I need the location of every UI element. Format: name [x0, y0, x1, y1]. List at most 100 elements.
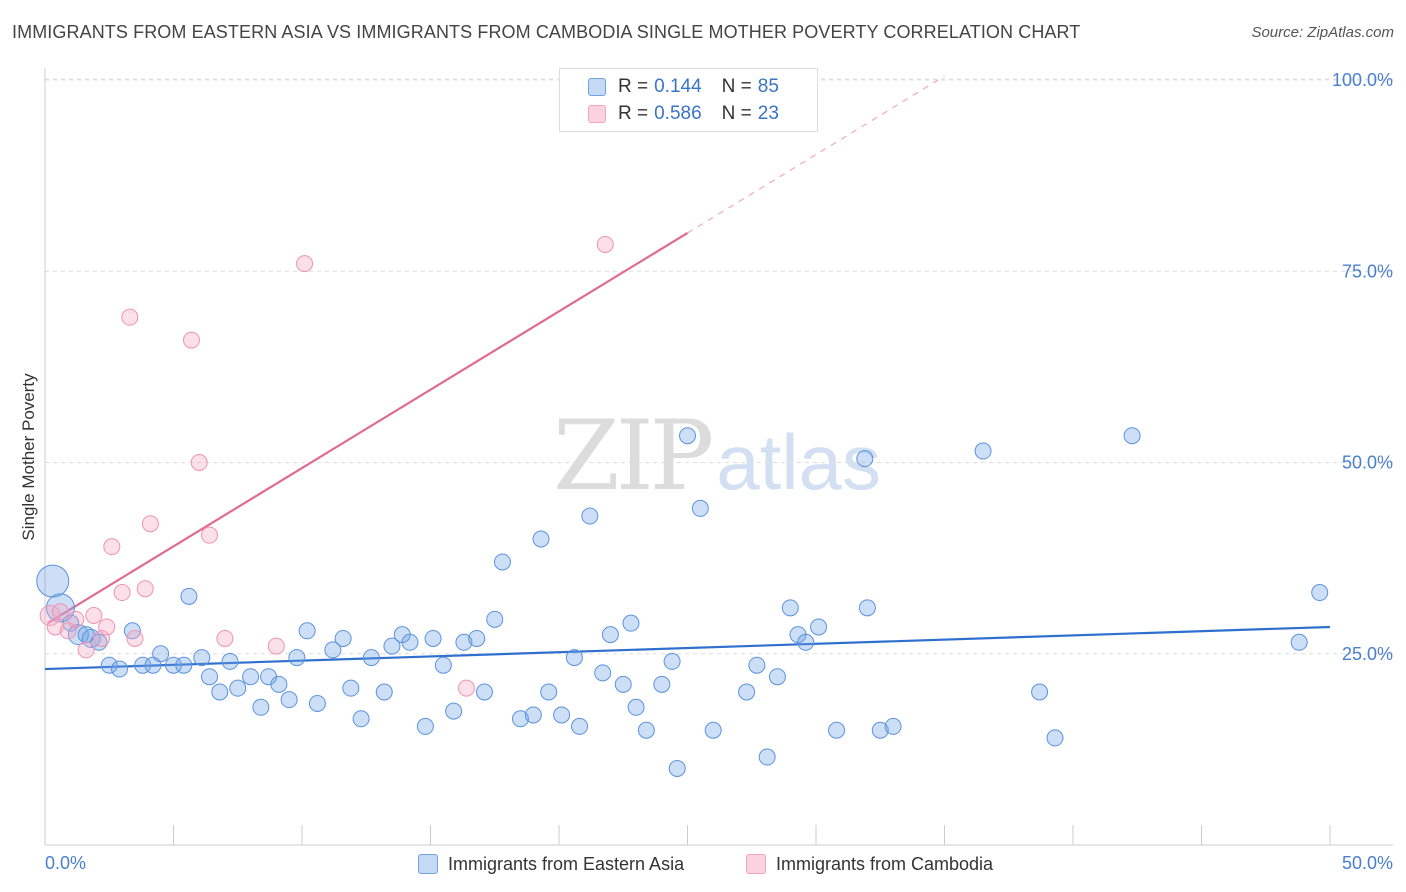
eastern-asia-point — [1290, 633, 1308, 651]
cambodia-point — [136, 580, 154, 598]
eastern-asia-point — [375, 683, 393, 701]
eastern-asia-point — [280, 691, 298, 709]
eastern-asia-point — [180, 587, 198, 605]
cambodia-point — [113, 584, 131, 602]
eastern-asia-point — [871, 721, 889, 739]
eastern-asia-point — [668, 760, 686, 777]
tick-labels: 25.0% 50.0% 75.0% 100.0% 0.0% 50.0% — [45, 70, 1393, 873]
eastern-asia-point — [1031, 683, 1049, 701]
cambodia-point — [457, 679, 475, 697]
legend-r-value: 0.144 — [654, 76, 702, 97]
eastern-asia-point — [352, 710, 370, 728]
cambodia-point — [267, 637, 285, 655]
cambodia-point — [85, 607, 103, 624]
chart-title: IMMIGRANTS FROM EASTERN ASIA VS IMMIGRAN… — [12, 22, 1081, 42]
y-tick-label: 50.0% — [1342, 453, 1393, 473]
watermark-zip: ZIP — [553, 400, 714, 512]
eastern-asia-point — [856, 450, 874, 468]
eastern-asia-point — [974, 442, 992, 460]
cambodia-point — [296, 255, 314, 273]
eastern-asia-point — [797, 633, 815, 651]
eastern-asia-point — [270, 675, 288, 693]
eastern-asia-point — [1046, 729, 1064, 747]
eastern-asia-point — [100, 656, 118, 674]
eastern-asia-point — [553, 706, 571, 724]
legend-row-eastern-asia: R = 0.144 N = 85 — [588, 75, 779, 99]
cambodia-point — [141, 515, 159, 533]
eastern-asia-point — [342, 679, 360, 697]
cambodia-point — [103, 538, 121, 556]
cambodia-point — [46, 618, 64, 636]
eastern-asia-point — [748, 656, 766, 674]
eastern-asia-point — [252, 698, 270, 716]
eastern-asia-point — [493, 553, 511, 571]
eastern-asia-point — [581, 507, 599, 525]
eastern-asia-point — [308, 694, 326, 712]
cambodia-point — [190, 454, 208, 471]
eastern-asia-point — [445, 702, 463, 720]
eastern-asia-point — [614, 675, 632, 693]
cambodia-point — [182, 331, 200, 349]
eastern-asia-point — [594, 664, 612, 682]
eastern-asia-point — [383, 637, 401, 655]
eastern-asia-point — [401, 633, 419, 651]
eastern-asia-point — [691, 499, 709, 517]
cambodia-point — [216, 629, 234, 647]
eastern-asia-point — [468, 629, 486, 647]
eastern-asia-point — [221, 652, 239, 670]
eastern-asia-point — [475, 683, 493, 701]
source-label: Source: ZipAtlas.com — [1251, 24, 1394, 41]
eastern-asia-point — [704, 721, 722, 739]
cambodia-point — [596, 235, 614, 253]
eastern-asia-point — [288, 649, 306, 667]
eastern-asia-point — [679, 427, 696, 445]
data-points — [36, 235, 1329, 777]
legend-row-cambodia: R = 0.586 N = 23 — [588, 102, 779, 126]
x-tick-label: 0.0% — [45, 853, 86, 873]
trend-lines — [44, 75, 1331, 671]
x-tick-label: 50.0% — [1342, 853, 1393, 873]
eastern-asia-point — [511, 710, 529, 728]
eastern-asia-point — [193, 649, 211, 667]
legend-n-value: 23 — [757, 103, 779, 124]
eastern-asia-point — [810, 618, 828, 636]
axes — [44, 68, 1393, 846]
eastern-asia-point — [81, 628, 101, 648]
eastern-asia-point — [571, 717, 589, 735]
eastern-asia-point — [134, 656, 152, 674]
eastern-asia-point — [324, 641, 342, 659]
eastern-asia-point — [758, 748, 776, 766]
eastern-asia-point — [768, 668, 786, 686]
legend-r-label: R = — [618, 103, 649, 124]
eastern-asia-point — [858, 599, 876, 617]
eastern-asia-point — [565, 649, 583, 667]
cambodia-point — [67, 610, 85, 628]
eastern-asia-point — [242, 668, 260, 686]
cambodia-point — [200, 526, 218, 544]
eastern-asia-point — [601, 626, 619, 644]
series-label: Immigrants from Cambodia — [776, 853, 994, 874]
eastern-asia-point — [152, 645, 170, 663]
cambodia-point — [98, 618, 116, 636]
eastern-asia-point — [738, 683, 756, 701]
eastern-asia-point — [455, 633, 473, 651]
legend-r-value: 0.586 — [654, 103, 702, 124]
series-label: Immigrants from Eastern Asia — [448, 853, 685, 874]
eastern-asia-point — [298, 622, 316, 640]
legend-n-value: 85 — [757, 76, 779, 97]
eastern-asia-point — [1311, 584, 1329, 602]
legend-n-label: N = — [721, 103, 752, 124]
cambodia-point — [51, 603, 69, 621]
eastern-asia-point — [434, 656, 452, 674]
eastern-asia-point — [486, 610, 504, 628]
series-legend-eastern-asia: Immigrants from Eastern Asia — [418, 852, 684, 876]
cambodia-point — [126, 629, 144, 647]
eastern-asia-point — [416, 717, 434, 735]
eastern-asia-point — [540, 683, 558, 701]
legend-r-label: R = — [618, 76, 649, 97]
eastern-asia-point — [653, 675, 671, 693]
eastern-asia-point — [663, 652, 681, 670]
legend-n-label: N = — [721, 76, 752, 97]
eastern-asia-point — [200, 668, 218, 686]
